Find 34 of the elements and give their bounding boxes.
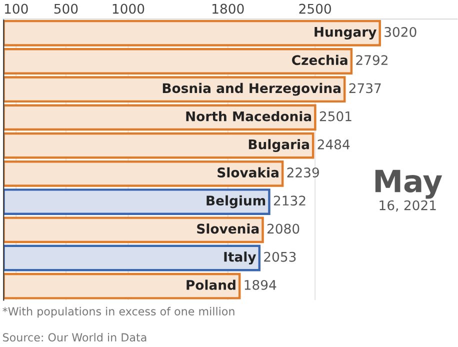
bar — [4, 216, 264, 244]
annotation: May — [375, 170, 442, 199]
y-tick-label: Bulgaria — [248, 139, 309, 152]
y-tick-label: Bosnia and Herzegovina — [162, 82, 340, 96]
annotation: 16, 2021 — [380, 200, 436, 212]
x-tick-label: 100 — [4, 4, 28, 14]
data-label: 2080 — [267, 224, 300, 234]
bar — [4, 244, 261, 272]
bar — [4, 188, 270, 215]
data-label: 1894 — [244, 280, 276, 290]
x-tick-label: 1800 — [212, 4, 244, 14]
data-label: 2737 — [349, 83, 381, 94]
x-tick-label: 1000 — [112, 4, 144, 14]
source-note: Source: Our World in Data — [3, 332, 146, 342]
y-tick-label: Italy — [224, 252, 256, 264]
data-label: 2132 — [274, 196, 306, 206]
data-label: 2239 — [287, 168, 319, 178]
bar — [4, 104, 316, 131]
x-tick-label: 2500 — [299, 4, 331, 14]
y-tick-label: Belgium — [206, 195, 266, 208]
data-label: 2053 — [264, 252, 296, 262]
bar — [4, 272, 241, 300]
y-tick-label: Poland — [186, 280, 236, 290]
data-label: 3020 — [384, 26, 416, 37]
text: *With populations in excess of one million — [2, 306, 234, 318]
data-label: 2792 — [356, 55, 388, 66]
y-tick-label: Slovenia — [197, 224, 259, 234]
x-tick-label: 500 — [54, 4, 78, 14]
y-tick-label: North Macedonia — [186, 111, 312, 122]
data-label: 2484 — [318, 139, 350, 150]
y-tick-label: Slovakia — [218, 167, 278, 178]
y-tick-label: Czechia — [292, 54, 348, 66]
data-label: 2501 — [320, 111, 352, 122]
y-tick-label: Hungary — [314, 27, 376, 40]
